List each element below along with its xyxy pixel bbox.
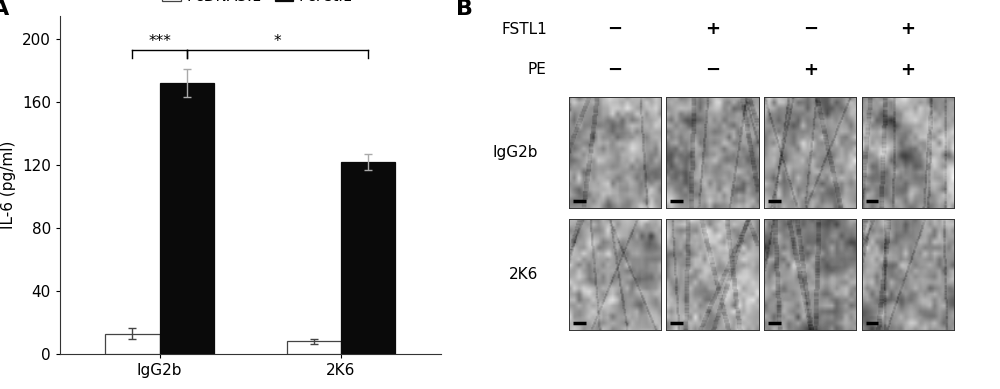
Text: −: − [607, 20, 623, 38]
Text: +: + [705, 20, 720, 38]
Bar [341, 162, 395, 354]
Text: A: A [0, 0, 9, 19]
Text: −: − [705, 61, 720, 79]
Bar [287, 342, 341, 354]
Text: −: − [607, 61, 623, 79]
Text: +: + [900, 61, 915, 79]
Y-axis label: IL-6 (pg/ml): IL-6 (pg/ml) [1, 140, 16, 229]
Text: *: * [274, 33, 281, 49]
Text: IgG2b: IgG2b [492, 145, 538, 160]
Text: 2K6: 2K6 [509, 267, 538, 282]
Bar [105, 333, 160, 354]
Text: +: + [900, 20, 915, 38]
Text: ***: *** [148, 33, 171, 49]
Bar [160, 83, 214, 354]
Text: +: + [803, 61, 818, 79]
Text: B: B [456, 0, 473, 19]
Text: −: − [803, 20, 818, 38]
Legend: PcDNA3.1, PcFstl1: PcDNA3.1, PcFstl1 [156, 0, 359, 10]
Text: PE: PE [528, 62, 547, 77]
Text: FSTL1: FSTL1 [502, 22, 548, 37]
